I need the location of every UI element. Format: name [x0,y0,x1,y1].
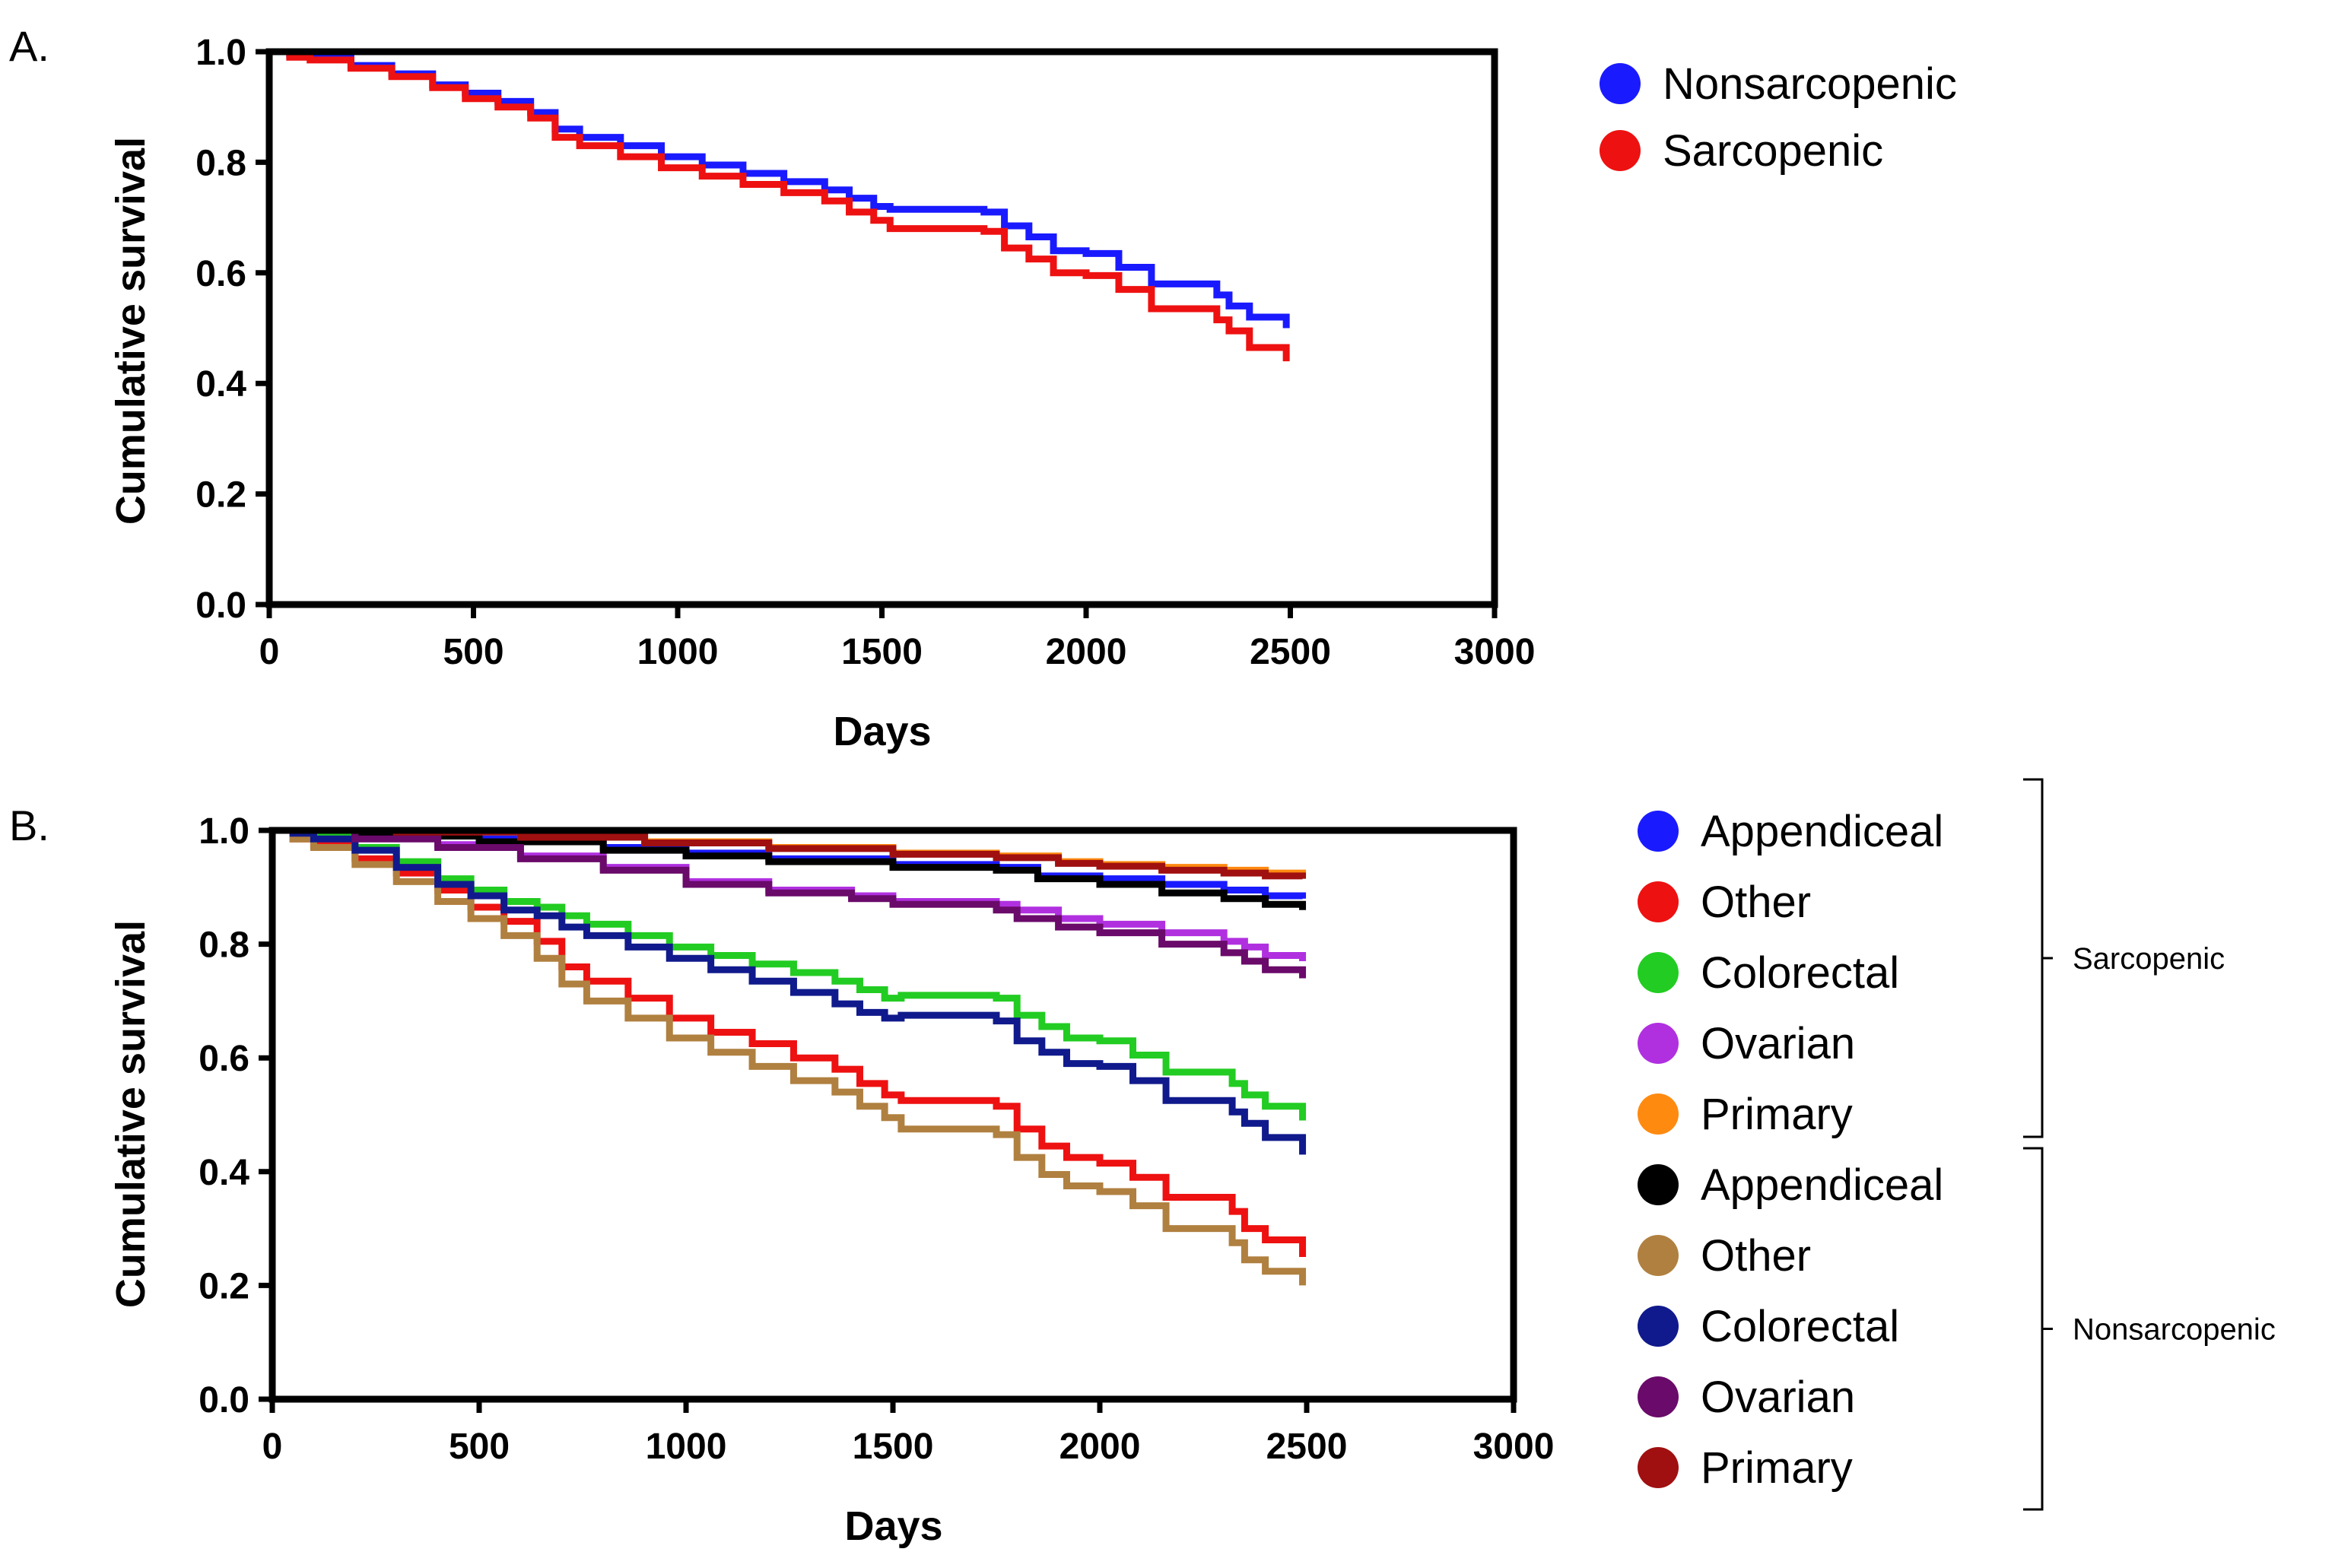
panel-b-y-tick-label: 1.0 [199,811,249,852]
panel-b-legend-marker-2 [1638,952,1679,993]
panel-b-legend-label-4: Primary [1701,1090,1853,1139]
panel-a-x-tick-label: 1500 [841,632,923,672]
panel-b-legend-label-2: Colorectal [1701,948,1899,998]
panel-b-y-tick-label: 0.2 [199,1266,249,1306]
panel-b-x-tick-label: 1000 [646,1427,727,1467]
panel-a-legend-label-1: Sarcopenic [1663,126,1883,176]
panel-a-y-tick-label: 0.2 [195,475,246,516]
panel-a-y-tick-label: 0.6 [195,254,246,294]
panel-a-series-1-line [269,48,1290,362]
panel-b-y-tick-label: 0.8 [199,925,249,966]
panel-b-legend-label-5: Appendiceal [1701,1160,1943,1210]
panel-b-series-9-line [272,827,1307,880]
panel-b-group-label-0: Sarcopenic [2073,942,2225,976]
panel-a-plot: 0 500 1000 1500 2000 2500 3000 0.0 0.2 0.4 0.6 0.8 1… [195,33,1535,672]
panel-a-x-tick-label: 500 [443,632,504,672]
panel-b-x-tick-label: 2500 [1266,1427,1348,1467]
panel-a: A. 0 500 1000 1500 2000 2500 30000.00.20.40.60… [9,22,1957,754]
panel-b-legend-label-0: Appendiceal [1701,807,1943,856]
panel-b-series-6-line [272,827,1307,1286]
panel-b-group-bracket-0 [2023,778,2053,1138]
panel-a-x-tick-label: 2500 [1250,632,1331,672]
panel-b-legend-marker-6 [1638,1235,1679,1276]
panel-b-series-7-line [272,827,1307,1155]
panel-b-legend-marker-9 [1638,1447,1679,1488]
panel-b-legend-label-3: Ovarian [1701,1019,1855,1068]
panel-a-y-tick-label: 0.8 [195,143,246,183]
panel-b-legend-label-7: Colorectal [1701,1302,1899,1351]
panel-a-x-tick-label: 2000 [1046,632,1127,672]
panel-b-y-tick-label: 0.4 [199,1153,249,1193]
panel-b-x-tick-label: 500 [449,1427,510,1467]
panel-b-plot: 0 500 1000 1500 2000 2500 3000 0.0 0.2 0.4 0.6 0.8 1… [199,811,1554,1467]
panel-a-x-tick-label: 3000 [1454,632,1536,672]
panel-a-y-tick-label: 0.4 [195,364,246,405]
panel-b-x-tick-label: 1500 [853,1427,934,1467]
panel-a-x-axis-title: Days [833,709,931,754]
panel-b-x-axis-title: Days [844,1503,942,1549]
panel-b-x-tick-label: 3000 [1473,1427,1555,1467]
panel-a-x-tick-label: 0 [259,632,280,672]
panel-a-legend-label-0: Nonsarcopenic [1663,59,1957,109]
panel-b-y-tick-label: 0.6 [199,1039,249,1079]
panel-b-series-8-line [272,827,1307,979]
panel-b-series-2-line [272,827,1307,1121]
panel-b: B. 0 500 1000 1500 2000 2500 30000.00.20.40.60… [9,778,2276,1549]
panel-a-x-tick-label: 1000 [637,632,719,672]
panel-b-legend-label-8: Ovarian [1701,1373,1855,1422]
panel-b-legend-marker-0 [1638,811,1679,852]
panel-a-legend-marker-1 [1600,130,1641,171]
panel-b-legend-label-6: Other [1701,1231,1811,1281]
panel-a-plot-frame [265,48,1498,608]
panel-b-x-tick-label: 2000 [1059,1427,1141,1467]
panel-a-y-axis-title: Cumulative survival [108,137,154,525]
panel-b-legend-marker-8 [1638,1376,1679,1417]
panel-b-legend: Appendiceal Other Colorectal Ovarian Primary… [1638,807,1943,1493]
panel-b-legend-label-1: Other [1701,878,1811,927]
panel-b-legend-marker-1 [1638,881,1679,922]
panel-b-legend-marker-4 [1638,1093,1679,1135]
panel-b-series-1-line [272,827,1307,1257]
panel-b-legend-marker-5 [1638,1164,1679,1205]
panel-a-y-tick-label: 0.0 [195,586,246,626]
panel-b-group-brackets: Sarcopenic Nonsarcopenic [2023,778,2276,1511]
panel-b-label: B. [9,801,49,849]
panel-b-x-tick-label: 0 [262,1427,283,1467]
panel-a-legend: Nonsarcopenic Sarcopenic [1600,59,1957,176]
panel-b-group-bracket-1 [2023,1147,2053,1511]
panel-b-y-tick-label: 0.0 [199,1380,249,1420]
panel-b-group-label-1: Nonsarcopenic [2073,1313,2276,1347]
panel-a-legend-marker-0 [1600,63,1641,104]
panel-b-series-5-line [272,827,1307,910]
panel-b-y-axis-title: Cumulative survival [108,920,154,1308]
panel-b-legend-marker-7 [1638,1306,1679,1347]
panel-b-legend-label-9: Primary [1701,1443,1853,1493]
panel-a-y-tick-label: 1.0 [195,33,246,73]
panel-a-label: A. [9,22,49,70]
panel-b-legend-marker-3 [1638,1023,1679,1064]
